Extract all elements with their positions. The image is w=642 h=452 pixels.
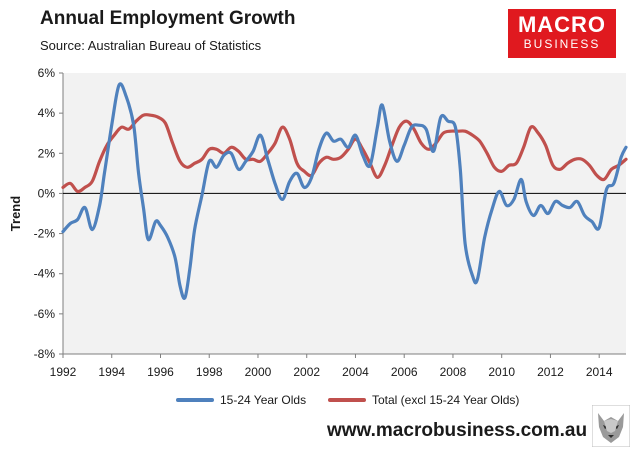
macrobusiness-logo[interactable]: MACRO BUSINESS — [508, 9, 616, 58]
wolf-icon — [592, 405, 630, 447]
y-tick-label: -4% — [34, 267, 56, 281]
legend-item-youth: 15-24 Year Olds — [176, 393, 306, 407]
chart-legend: 15-24 Year Olds Total (excl 15-24 Year O… — [0, 393, 642, 413]
y-tick-label: -6% — [34, 307, 56, 321]
x-tick-label: 1992 — [50, 365, 77, 379]
legend-swatch-youth — [176, 398, 214, 402]
chart-subtitle: Source: Australian Bureau of Statistics — [40, 38, 262, 53]
y-axis-label: Trend — [8, 196, 23, 231]
legend-label-youth: 15-24 Year Olds — [220, 393, 307, 407]
x-tick-label: 2010 — [488, 365, 515, 379]
x-tick-label: 2014 — [586, 365, 613, 379]
x-tick-label: 1998 — [196, 365, 223, 379]
y-tick-label: 4% — [38, 106, 56, 120]
x-tick-label: 2004 — [342, 365, 369, 379]
footer-website-link[interactable]: www.macrobusiness.com.au — [327, 420, 588, 441]
y-tick-label: 6% — [38, 66, 56, 80]
x-tick-label: 2000 — [245, 365, 272, 379]
y-tick-label: 2% — [38, 146, 56, 160]
legend-swatch-total — [328, 398, 366, 402]
y-tick-label: -8% — [34, 347, 56, 361]
y-tick-label: -2% — [34, 227, 56, 241]
x-tick-label: 2006 — [391, 365, 418, 379]
y-tick-label: 0% — [38, 186, 56, 200]
x-tick-label: 1996 — [147, 365, 174, 379]
x-tick-label: 2008 — [440, 365, 467, 379]
x-tick-label: 2002 — [293, 365, 320, 379]
logo-line-1: MACRO — [517, 12, 607, 37]
logo-line-2: BUSINESS — [523, 37, 601, 51]
series-line-youth — [61, 82, 628, 300]
x-tick-label: 1994 — [98, 365, 125, 379]
x-tick-label: 2012 — [537, 365, 564, 379]
series-line-total — [61, 113, 628, 194]
legend-label-total: Total (excl 15-24 Year Olds) — [372, 393, 520, 407]
legend-item-total: Total (excl 15-24 Year Olds) — [328, 393, 519, 407]
chart-title: Annual Employment Growth — [40, 8, 296, 29]
